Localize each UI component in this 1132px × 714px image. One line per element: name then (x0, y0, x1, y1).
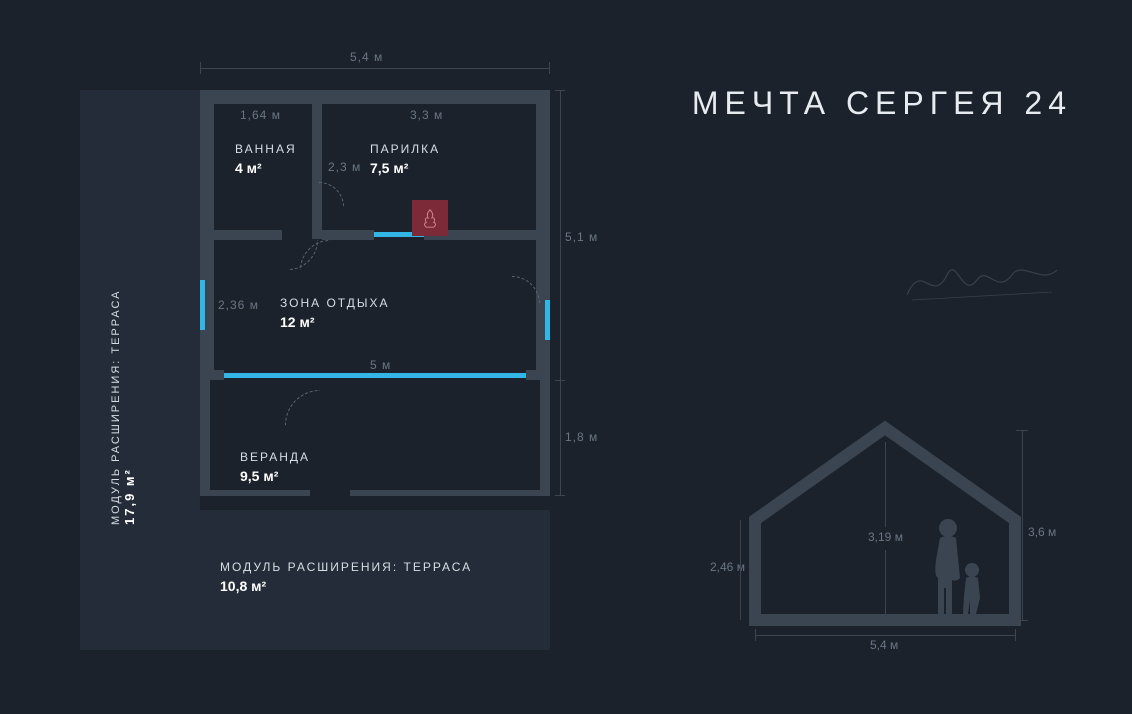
dim-tick (549, 62, 550, 74)
label-sauna: ПАРИЛКА (370, 142, 440, 156)
terrace-left-bg (80, 90, 200, 650)
dim-lounge-w: 5 м (370, 358, 391, 372)
dim-tick (755, 629, 756, 641)
veranda-bottom-r (350, 490, 550, 496)
veranda-bottom-l (200, 490, 310, 496)
sect-dim-line-in2 (885, 550, 886, 614)
label-lounge: ЗОНА ОТДЫХА (280, 296, 389, 310)
wall-bottom-stub-l (200, 370, 224, 380)
dim-veranda-h: 1,8 м (565, 430, 598, 444)
page-title: МЕЧТА СЕРГЕЯ 24 (692, 85, 1072, 122)
sect-dim-line-l (740, 520, 741, 620)
wall-mid-center (322, 230, 374, 240)
floor-plan: 5,4 м ВАННАЯ 4 м² ПАРИЛКА 7,5 м² (80, 80, 600, 680)
label-terrace-left: МОДУЛЬ РАСШИРЕНИЯ: ТЕРРАСА 17,9 м² (110, 265, 137, 525)
dim-veranda-line (560, 380, 561, 495)
label-terrace-bottom: МОДУЛЬ РАСШИРЕНИЯ: ТЕРРАСА (220, 560, 472, 574)
dim-tick (1016, 430, 1028, 431)
dim-bath-w: 1,64 м (240, 108, 281, 122)
stove-icon (412, 200, 448, 236)
window-lounge-right (545, 300, 550, 340)
dim-tick (200, 62, 201, 74)
dim-outer-width: 5,4 м (350, 50, 383, 64)
dim-tick (1016, 620, 1028, 621)
area-veranda: 9,5 м² (240, 468, 278, 484)
area-terrace-bottom: 10,8 м² (220, 578, 266, 594)
dim-outer-height: 5,1 м (565, 230, 598, 244)
veranda-right-wall (540, 380, 550, 495)
label-veranda: ВЕРАНДА (240, 450, 310, 464)
dim-tick (1015, 629, 1016, 641)
sect-dim-line-in (885, 442, 886, 527)
dim-tick (555, 495, 565, 496)
cross-section: 2,46 м 3,6 м 3,19 м 5,4 м (720, 410, 1080, 700)
label-terrace-left-area: 17,9 м² (122, 468, 137, 525)
wall-outer-left (200, 90, 214, 380)
dim-outer-height-line (560, 90, 561, 380)
window-lounge-left (200, 280, 205, 330)
dim-sauna-h: 2,3 м (328, 160, 361, 174)
sect-dim-line-r (1022, 430, 1023, 620)
label-bath: ВАННАЯ (235, 142, 297, 156)
wall-mid-left (214, 230, 282, 240)
sect-dim-line-w (755, 635, 1015, 636)
area-sauna: 7,5 м² (370, 160, 408, 176)
sect-right-h: 3,6 м (1028, 525, 1056, 539)
wall-outer-top (200, 90, 550, 104)
wall-bottom-stub-r (526, 370, 550, 380)
dim-lounge-h: 2,36 м (218, 298, 259, 312)
signature-scribble (902, 250, 1062, 310)
sect-width: 5,4 м (870, 638, 898, 652)
veranda-left-wall (200, 380, 210, 495)
dim-outer-width-line (200, 68, 550, 69)
dim-tick (555, 90, 565, 91)
area-bath: 4 м² (235, 160, 262, 176)
door-lounge-right (484, 276, 540, 332)
window-lounge-veranda (224, 373, 526, 378)
dim-sauna-w: 3,3 м (410, 108, 443, 122)
sect-inner-h: 3,19 м (868, 530, 903, 544)
label-terrace-left-name: МОДУЛЬ РАСШИРЕНИЯ: ТЕРРАСА (110, 289, 122, 525)
wall-bath-sauna (312, 104, 322, 239)
area-lounge: 12 м² (280, 314, 314, 330)
door-sauna (300, 240, 360, 300)
